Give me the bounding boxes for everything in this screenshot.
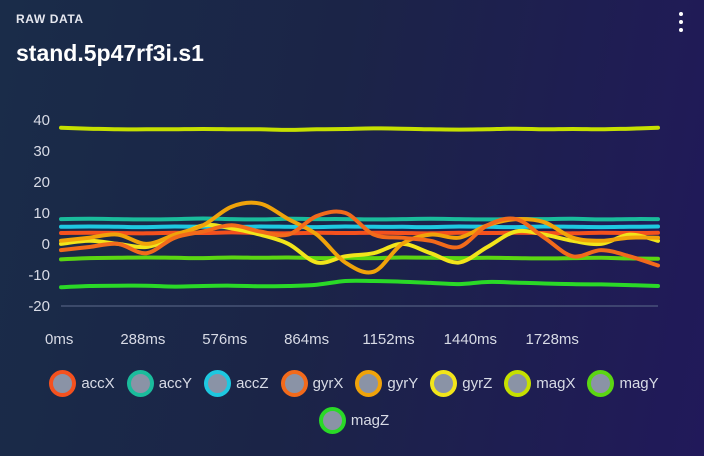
legend-swatch-icon bbox=[355, 370, 383, 397]
series-line-magX bbox=[59, 125, 660, 132]
series-line-accZ bbox=[59, 224, 660, 230]
legend-item-gyrY[interactable]: gyrY bbox=[355, 370, 418, 397]
legend-label: gyrX bbox=[312, 375, 344, 392]
legend-item-magZ[interactable]: magZ bbox=[318, 407, 390, 434]
y-tick-label: 0 bbox=[42, 236, 50, 253]
x-tick-label: 0ms bbox=[45, 331, 73, 348]
legend-item-accY[interactable]: accY bbox=[126, 370, 193, 397]
legend-label: magX bbox=[536, 375, 576, 392]
x-tick-label: 1440ms bbox=[444, 331, 497, 348]
legend-label: magZ bbox=[350, 412, 390, 429]
y-tick-label: 30 bbox=[33, 143, 50, 160]
series-line-accY bbox=[59, 216, 660, 222]
x-tick-label: 576ms bbox=[202, 331, 247, 348]
card-eyebrow: RAW DATA bbox=[16, 12, 84, 26]
legend-item-accZ[interactable]: accZ bbox=[204, 370, 269, 397]
page-title: stand.5p47rf3i.s1 bbox=[16, 40, 204, 66]
y-axis-ticks: 40 30 20 10 0 -10 -20 bbox=[28, 112, 50, 315]
y-tick-label: -20 bbox=[28, 298, 50, 315]
x-tick-label: 288ms bbox=[120, 331, 165, 348]
legend-item-magX[interactable]: magX bbox=[504, 370, 575, 397]
legend-label: accY bbox=[158, 375, 193, 392]
legend-label: gyrZ bbox=[462, 375, 493, 392]
series-line-accX bbox=[59, 230, 660, 236]
x-tick-label: 1728ms bbox=[526, 331, 579, 348]
legend-label: gyrY bbox=[387, 375, 419, 392]
legend-swatch-icon bbox=[504, 370, 532, 397]
series-line-gyrZ bbox=[59, 222, 660, 265]
y-tick-label: -10 bbox=[28, 267, 50, 284]
series-line-gyrY bbox=[59, 200, 660, 275]
legend-label: accZ bbox=[236, 375, 269, 392]
legend-swatch-icon bbox=[587, 370, 615, 397]
series-line-magZ bbox=[59, 278, 660, 290]
line-chart: 40 30 20 10 0 -10 -20 0ms 288ms 576ms 864ms 1152ms… bbox=[28, 112, 660, 348]
series-line-magY bbox=[59, 255, 660, 262]
y-tick-label: 40 bbox=[33, 112, 50, 129]
x-axis-ticks: 0ms 288ms 576ms 864ms 1152ms 1440ms 1728ms bbox=[45, 331, 579, 348]
y-tick-label: 10 bbox=[33, 205, 50, 222]
y-tick-label: 20 bbox=[33, 174, 50, 191]
more-vertical-icon[interactable] bbox=[672, 12, 690, 32]
series-line-gyrX bbox=[59, 209, 660, 268]
legend-swatch-icon bbox=[49, 370, 77, 397]
series-layer bbox=[59, 125, 660, 290]
legend-item-accX[interactable]: accX bbox=[49, 370, 115, 397]
legend-item-magY[interactable]: magY bbox=[587, 370, 659, 397]
legend-item-gyrZ[interactable]: gyrZ bbox=[430, 370, 492, 397]
legend-swatch-icon bbox=[204, 370, 232, 397]
legend-label: accX bbox=[81, 375, 115, 392]
legend-swatch-icon bbox=[318, 407, 346, 434]
legend-label: magY bbox=[619, 375, 659, 392]
x-tick-label: 1152ms bbox=[362, 331, 414, 348]
legend-swatch-icon bbox=[280, 370, 308, 397]
chart-legend: accX accY accZ gyrX gyrY gyrZ magX magY magZ bbox=[24, 370, 684, 434]
legend-item-gyrX[interactable]: gyrX bbox=[280, 370, 344, 397]
legend-swatch-icon bbox=[430, 370, 458, 397]
legend-swatch-icon bbox=[126, 370, 154, 397]
x-tick-label: 864ms bbox=[284, 331, 329, 348]
